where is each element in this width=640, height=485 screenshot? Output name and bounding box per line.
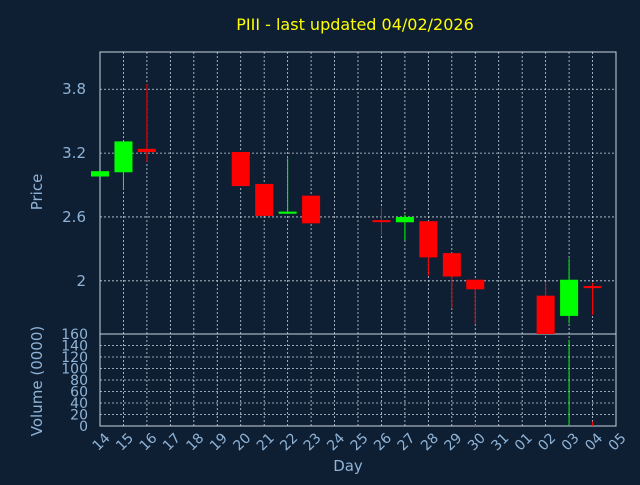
volume-tick-label: 20	[70, 408, 88, 424]
candle-body	[255, 183, 274, 216]
candle-body	[91, 171, 109, 177]
x-tick-label: 17	[160, 430, 184, 454]
x-tick-label: 04	[582, 430, 606, 454]
candle-body	[395, 216, 414, 223]
volume-axis-label: Volume (0000)	[28, 326, 46, 436]
x-tick-label: 03	[559, 430, 583, 454]
grid-layer	[99, 51, 617, 427]
candle-body	[419, 221, 438, 258]
x-tick-label: 26	[371, 430, 395, 454]
x-tick-label: 30	[465, 430, 489, 454]
candle-body	[302, 195, 321, 224]
x-tick-label: 20	[230, 430, 254, 454]
x-tick-label: 02	[535, 430, 559, 454]
x-tick-label: 14	[90, 430, 114, 454]
candle-body	[442, 253, 461, 277]
x-tick-label: 31	[488, 430, 512, 454]
price-tick-label: 2.6	[62, 208, 86, 226]
candle-body	[536, 295, 555, 334]
volume-tick-label: 0	[79, 419, 88, 435]
x-tick-label: 15	[113, 430, 137, 454]
x-tick-label: 23	[301, 430, 325, 454]
x-axis-label: Day	[333, 457, 363, 475]
candle-body	[466, 279, 485, 290]
x-tick-label: 01	[512, 430, 536, 454]
marks-layer	[91, 83, 602, 426]
x-tick-label: 28	[418, 430, 442, 454]
x-tick-label: 18	[184, 430, 208, 454]
x-tick-label: 24	[324, 430, 348, 454]
x-tick-label: 25	[348, 430, 372, 454]
x-tick-label: 27	[395, 430, 419, 454]
price-tick-label: 3.8	[62, 80, 86, 98]
price-tick-label: 3.2	[62, 144, 86, 162]
candle-body	[560, 279, 579, 316]
price-tick-label: 2	[76, 272, 86, 290]
candle-body	[114, 141, 133, 173]
candle-body	[583, 286, 602, 289]
chart-title: PIII - last updated 04/02/2026	[236, 15, 474, 34]
candle-body	[278, 211, 297, 214]
volume-tick-label: 120	[61, 350, 88, 366]
candle-body	[372, 220, 391, 223]
x-tick-label: 19	[207, 430, 231, 454]
volume-tick-label: 160	[61, 327, 88, 343]
volume-tick-label: 60	[70, 385, 88, 401]
price-axis-label: Price	[28, 174, 46, 211]
volume-tick-label: 40	[70, 396, 88, 412]
x-tick-label: 22	[277, 430, 301, 454]
x-tick-label: 29	[442, 430, 466, 454]
x-tick-label: 05	[606, 430, 630, 454]
x-tick-label: 16	[137, 430, 161, 454]
volume-tick-label: 80	[70, 373, 88, 389]
candle-body	[231, 152, 250, 187]
candle-body	[137, 148, 156, 153]
volume-tick-label: 140	[61, 339, 88, 355]
volume-tick-label: 100	[61, 362, 88, 378]
x-tick-label: 21	[254, 430, 278, 454]
